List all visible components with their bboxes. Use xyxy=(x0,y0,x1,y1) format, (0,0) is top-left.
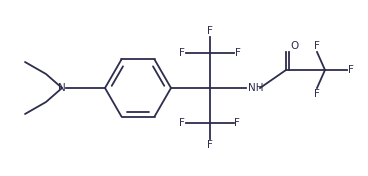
Text: F: F xyxy=(314,89,320,99)
Text: F: F xyxy=(207,140,213,150)
Text: O: O xyxy=(290,41,298,51)
Text: N: N xyxy=(58,83,66,93)
Text: F: F xyxy=(179,118,185,128)
Text: F: F xyxy=(207,26,213,36)
Text: NH: NH xyxy=(248,83,263,93)
Text: F: F xyxy=(235,48,241,58)
Text: F: F xyxy=(314,41,320,51)
Text: F: F xyxy=(179,48,185,58)
Text: F: F xyxy=(234,118,240,128)
Text: F: F xyxy=(348,65,354,75)
